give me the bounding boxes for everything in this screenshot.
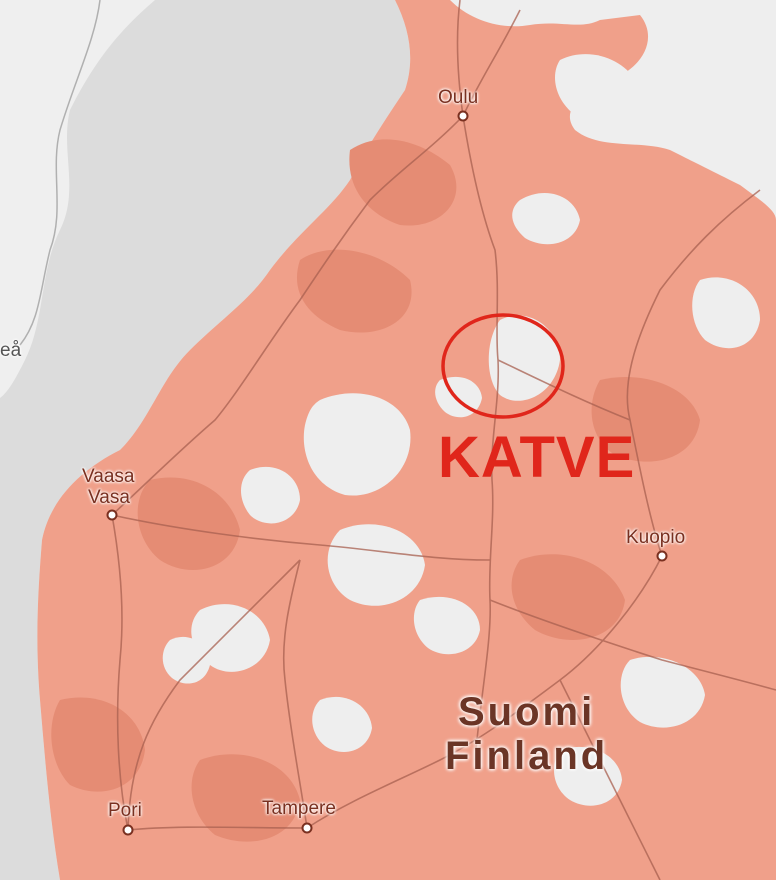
sweden-roads bbox=[19, 0, 101, 346]
city-label-umea-partial[interactable]: eå bbox=[0, 340, 22, 361]
road-network bbox=[111, 0, 776, 880]
katve-annotation-label: KATVE bbox=[438, 425, 636, 490]
tampere-marker[interactable] bbox=[301, 822, 313, 834]
pori-marker[interactable] bbox=[122, 824, 134, 836]
oulu-marker[interactable] bbox=[457, 110, 469, 122]
sweden-coast-land bbox=[0, 0, 155, 398]
city-markers bbox=[106, 110, 668, 836]
city-label-oulu[interactable]: Oulu bbox=[438, 87, 479, 108]
katve-annotation-circle bbox=[441, 313, 565, 419]
city-label-vaasa-fi[interactable]: Vaasa bbox=[82, 466, 135, 487]
coverage-gaps bbox=[162, 54, 760, 806]
city-label-tampere[interactable]: Tampere bbox=[262, 798, 336, 819]
country-label-suomi: Suomi bbox=[458, 690, 596, 734]
country-label-finland: Finland bbox=[445, 734, 609, 778]
vaasa-marker[interactable] bbox=[106, 509, 118, 521]
city-label-vaasa-sv[interactable]: Vasa bbox=[88, 487, 130, 508]
kuopio-marker[interactable] bbox=[656, 550, 668, 562]
city-label-kuopio[interactable]: Kuopio bbox=[626, 527, 686, 548]
city-label-pori[interactable]: Pori bbox=[108, 800, 142, 821]
